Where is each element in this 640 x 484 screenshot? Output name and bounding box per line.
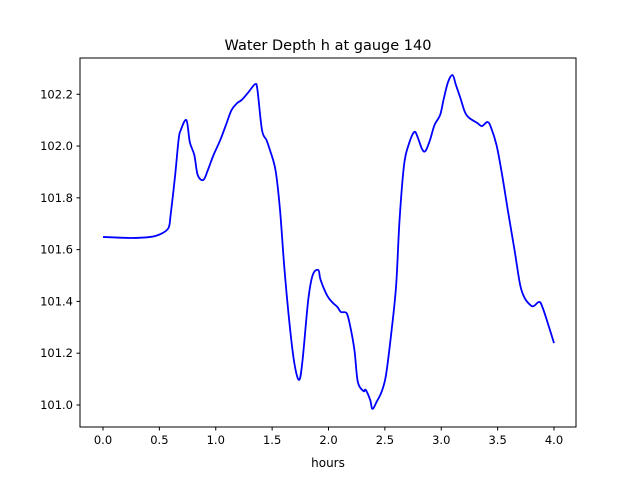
y-tick-label: 101.4 xyxy=(40,294,73,308)
y-tick-label: 102.0 xyxy=(40,139,73,153)
plot-area xyxy=(102,74,555,410)
x-tick-label: 3.0 xyxy=(432,433,450,447)
x-tick-label: 2.5 xyxy=(376,433,394,447)
x-axis-label: hours xyxy=(311,456,345,470)
y-tick-label: 102.2 xyxy=(40,87,73,101)
y-axis: 101.0 101.2 101.4 101.6 101.8 102.0 102.2 xyxy=(40,87,80,412)
x-tick-label: 3.5 xyxy=(488,433,506,447)
x-tick-label: 1.0 xyxy=(207,433,225,447)
y-tick-label: 101.0 xyxy=(40,398,73,412)
x-tick-label: 4.0 xyxy=(545,433,563,447)
x-tick-label: 0.5 xyxy=(150,433,168,447)
x-tick-label: 1.5 xyxy=(263,433,281,447)
x-axis: 0.0 0.5 1.0 1.5 2.0 2.5 3.0 3.5 4.0 xyxy=(94,427,563,447)
axes-frame xyxy=(79,57,577,428)
series-line-h xyxy=(102,74,555,410)
y-tick-label: 101.2 xyxy=(40,346,73,360)
x-tick-label: 2.0 xyxy=(319,433,337,447)
y-tick-label: 101.6 xyxy=(40,243,73,257)
chart-title: Water Depth h at gauge 140 xyxy=(225,38,432,54)
y-tick-label: 101.8 xyxy=(40,191,73,205)
x-tick-label: 0.0 xyxy=(94,433,112,447)
